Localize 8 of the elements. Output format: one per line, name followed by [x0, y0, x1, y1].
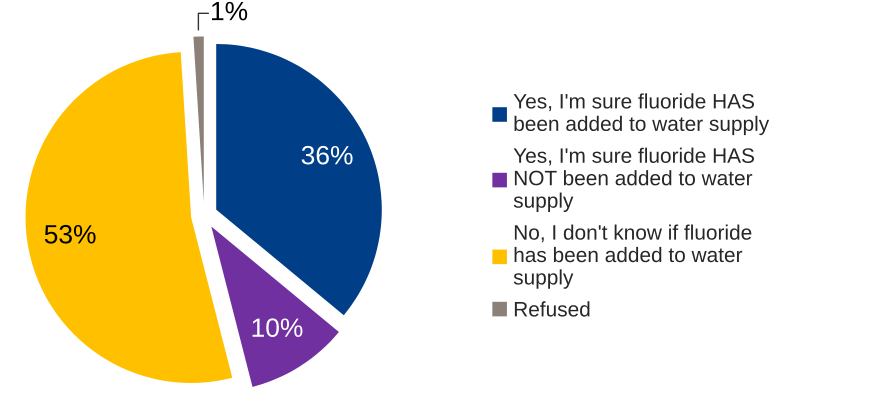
data-label: 53% [44, 224, 96, 244]
data-label: 36% [302, 146, 353, 165]
legend-label: No, I don't know if fluoride has been added to water supply [514, 224, 752, 289]
legend-label: Yes, I'm sure fluoride HAS NOT been added to water supply [514, 148, 754, 212]
legend-label: Yes, I'm sure fluoride HAS been added to water supply [514, 93, 770, 136]
legend-label: Refused [514, 301, 590, 317]
data-label: 1% [212, 2, 248, 20]
data-label: 10% [252, 318, 302, 338]
